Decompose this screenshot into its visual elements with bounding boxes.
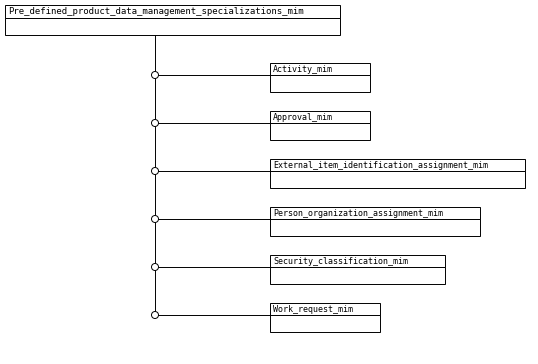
Bar [5,5,340,18]
Bar [5,18,340,35]
Bar [270,303,380,315]
Circle shape [152,119,159,127]
Circle shape [152,167,159,174]
Text: Work_request_mim: Work_request_mim [273,305,353,313]
Text: Pre_defined_product_data_management_specializations_mim: Pre_defined_product_data_management_spec… [8,7,303,16]
Circle shape [152,71,159,79]
Bar [270,111,370,123]
Bar [270,255,445,267]
Bar [270,219,480,236]
Text: External_item_identification_assignment_mim: External_item_identification_assignment_… [273,161,488,170]
Text: Security_classification_mim: Security_classification_mim [273,257,408,265]
Bar [270,207,480,219]
Circle shape [152,312,159,318]
Bar [270,123,370,140]
Bar [270,315,380,332]
Bar [270,75,370,92]
Circle shape [152,215,159,222]
Bar [270,171,525,188]
Bar [270,267,445,284]
Text: Approval_mim: Approval_mim [273,112,333,122]
Bar [270,159,525,171]
Text: Person_organization_assignment_mim: Person_organization_assignment_mim [273,209,443,218]
Bar [270,63,370,75]
Text: Activity_mim: Activity_mim [273,64,333,74]
Circle shape [152,264,159,270]
